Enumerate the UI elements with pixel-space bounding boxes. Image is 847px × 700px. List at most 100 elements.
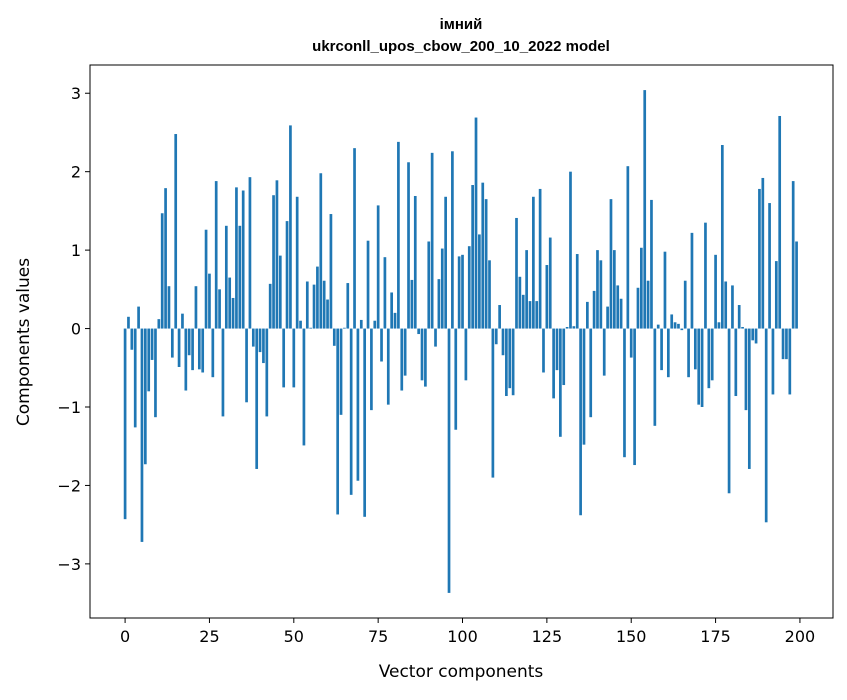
bar-component-176 (717, 322, 721, 329)
x-tick-label: 175 (700, 627, 731, 646)
bar-component-105 (478, 234, 481, 329)
x-tick-label: 150 (616, 627, 647, 646)
bar-component-152 (636, 287, 640, 329)
bar-component-134 (575, 254, 579, 329)
bar-component-187 (754, 328, 758, 344)
bar-component-178 (724, 281, 728, 329)
x-axis-ticks: 0 25 50 75 100 125 150 175 200 (120, 618, 815, 646)
bar-component-131 (565, 326, 569, 329)
bar-component-159 (660, 328, 663, 371)
bar-component-74 (373, 320, 377, 329)
bar-component-166 (683, 280, 687, 329)
bar-component-77 (383, 257, 387, 329)
bar-component-3 (133, 328, 137, 428)
bar-component-102 (467, 246, 471, 329)
bar-component-132 (569, 171, 572, 329)
bar-component-181 (734, 328, 738, 397)
bar-component-170 (697, 328, 701, 405)
bar-component-26 (211, 328, 215, 378)
bar-component-122 (535, 301, 539, 329)
bar-component-179 (727, 328, 731, 494)
bar-component-161 (666, 328, 670, 378)
bars-group (123, 90, 798, 593)
bar-component-67 (349, 328, 353, 495)
bar-component-37 (248, 177, 252, 329)
bar-component-189 (761, 177, 765, 329)
bar-component-24 (204, 229, 208, 329)
bar-component-41 (262, 328, 265, 364)
bar-component-16 (177, 328, 181, 367)
bar-component-81 (397, 141, 400, 329)
bar-component-174 (710, 328, 714, 381)
bar-component-73 (370, 328, 373, 411)
bar-component-175 (714, 254, 717, 329)
bar-component-78 (386, 328, 390, 405)
bar-component-36 (245, 328, 248, 403)
bar-component-194 (778, 115, 782, 329)
bar-component-108 (488, 260, 491, 329)
bar-component-44 (272, 195, 275, 329)
bar-component-177 (720, 145, 724, 329)
bar-component-172 (704, 222, 707, 329)
x-tick-label: 25 (199, 627, 219, 646)
x-tick-label: 0 (120, 627, 130, 646)
bar-component-126 (548, 237, 552, 329)
bar-component-88 (420, 328, 424, 381)
y-tick-label: 1 (71, 241, 81, 260)
bar-component-119 (525, 250, 528, 329)
bar-component-145 (613, 250, 616, 329)
bar-component-193 (774, 261, 778, 329)
bar-component-9 (154, 328, 157, 418)
bar-component-18 (184, 328, 188, 391)
bar-component-184 (744, 328, 748, 411)
bar-component-39 (255, 328, 259, 469)
bar-component-63 (336, 328, 340, 515)
bar-component-64 (339, 328, 343, 415)
bar-component-141 (599, 260, 603, 329)
bar-component-6 (143, 328, 147, 465)
bar-component-34 (238, 225, 242, 329)
bar-component-21 (194, 286, 198, 329)
bar-component-113 (505, 328, 508, 397)
bar-component-61 (329, 214, 333, 329)
bar-component-56 (312, 284, 316, 329)
bar-component-143 (606, 306, 609, 329)
bar-component-183 (741, 326, 744, 329)
bar-component-90 (427, 241, 431, 329)
bar-component-95 (444, 196, 447, 329)
bar-component-107 (484, 199, 488, 329)
bar-component-68 (353, 148, 356, 329)
bar-component-103 (471, 185, 474, 329)
bar-component-140 (596, 250, 599, 329)
bar-component-29 (221, 328, 225, 417)
bar-component-197 (788, 328, 792, 395)
bar-component-93 (437, 279, 441, 329)
bar-component-53 (302, 328, 306, 446)
bar-component-190 (764, 328, 768, 523)
bar-component-186 (751, 328, 755, 341)
bar-component-43 (268, 283, 272, 329)
bar-component-70 (359, 319, 363, 329)
bar-component-127 (552, 328, 555, 399)
bar-component-164 (677, 323, 680, 329)
y-axis-ticks: −3 −2 −1 0 1 2 3 (57, 84, 90, 574)
bar-component-31 (228, 277, 232, 329)
bar-component-17 (181, 313, 184, 329)
x-tick-label: 75 (368, 627, 388, 646)
bar-component-0 (123, 328, 127, 520)
bar-component-33 (235, 187, 238, 329)
bar-component-83 (403, 328, 407, 376)
bar-component-52 (299, 320, 302, 329)
bar-component-46 (278, 255, 282, 329)
bar-component-97 (451, 151, 454, 329)
bar-component-28 (218, 289, 221, 329)
bar-component-38 (251, 328, 255, 347)
chart-title-line-2: ukrconll_upos_cbow_200_10_2022 model (312, 38, 610, 55)
bar-component-87 (417, 328, 420, 335)
bar-component-89 (424, 328, 427, 387)
bar-component-25 (208, 273, 211, 329)
bar-component-47 (282, 328, 286, 388)
bar-component-118 (521, 294, 525, 329)
bar-component-116 (515, 217, 518, 329)
bar-component-163 (673, 322, 677, 329)
